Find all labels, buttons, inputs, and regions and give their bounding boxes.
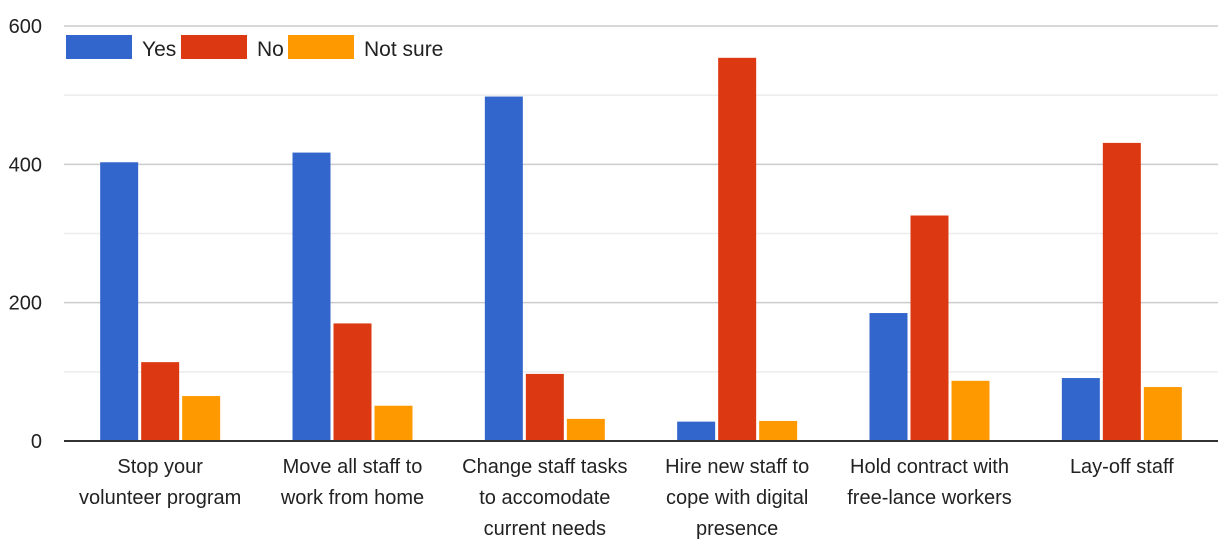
bar-yes[interactable] [292,152,331,441]
bars [100,57,1182,442]
legend-label[interactable]: No [257,38,284,61]
bar-not-sure[interactable] [759,420,798,441]
x-tick-label: Stop your volunteer program [79,456,241,509]
gridlines [64,25,1218,373]
bar-not-sure[interactable] [951,380,990,441]
bar-yes[interactable] [484,96,523,442]
bar-not-sure[interactable] [374,405,413,441]
bar-no[interactable] [718,57,757,442]
x-tick-label: Change staff tasks to accomodate current n… [462,456,627,540]
bar-not-sure[interactable] [182,396,221,441]
bar-yes[interactable] [1061,378,1100,441]
bar-not-sure[interactable] [566,418,605,441]
legend-swatch[interactable] [66,35,132,59]
y-tick-label: 600 [9,16,42,38]
bar-no[interactable] [141,362,180,441]
axes: 0 200 400 600 Stop your volunteer program Move… [9,16,1218,540]
bar-no[interactable] [1102,142,1141,441]
y-tick-label: 400 [9,154,42,176]
legend-swatch[interactable] [181,35,247,59]
y-tick-label: 200 [9,293,42,315]
bar-yes[interactable] [100,162,139,441]
y-tick-label: 0 [31,431,42,453]
bar-yes[interactable] [677,421,716,441]
bar-no[interactable] [910,215,949,441]
legend-label[interactable]: Yes [142,38,176,61]
bar-not-sure[interactable] [1143,387,1182,441]
legend-label[interactable]: Not sure [364,38,443,61]
x-tick-label: Move all staff to work from home [280,456,424,509]
bar-yes[interactable] [869,313,908,441]
legend-swatch[interactable] [288,35,354,59]
bar-no[interactable] [333,323,372,441]
x-tick-label: Hire new staff to cope with digital presen… [665,456,809,540]
legend[interactable]: Yes No Not sure [66,35,443,61]
x-tick-label: Lay-off staff [1070,456,1174,478]
bar-no[interactable] [525,373,564,441]
x-tick-label: Hold contract with free-lance workers [847,456,1012,509]
